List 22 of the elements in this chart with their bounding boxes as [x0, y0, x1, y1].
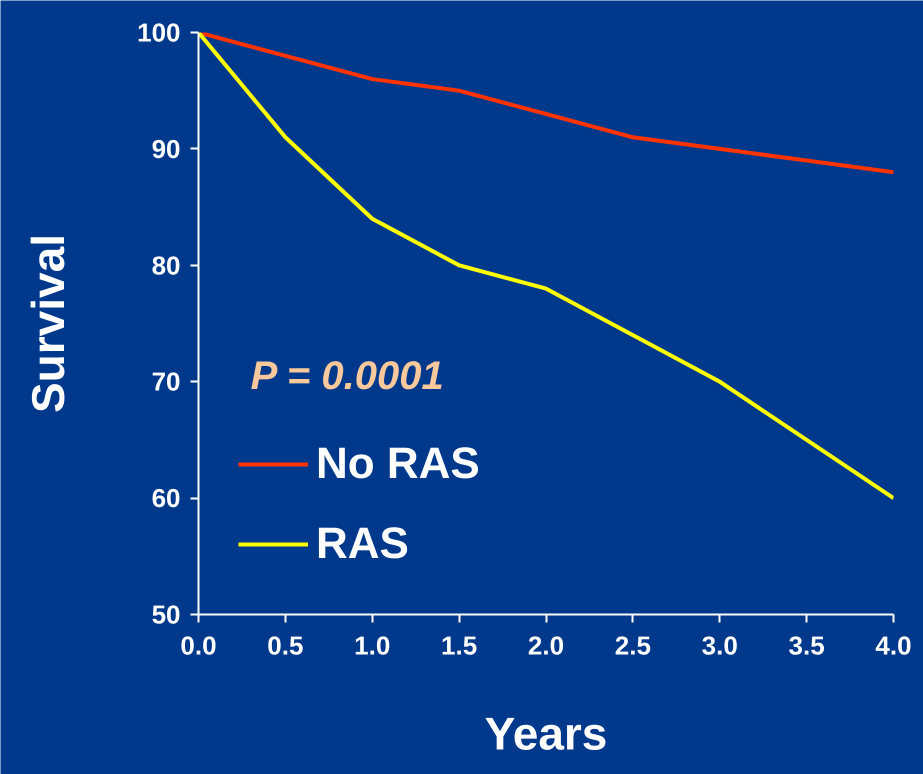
x-tick-label: 3.0 — [702, 630, 738, 660]
x-tick-label: 3.5 — [788, 630, 825, 660]
y-tick-label: 50 — [152, 600, 180, 630]
y-tick-label: 90 — [152, 134, 180, 164]
annotation: P = 0.0001 — [250, 354, 444, 398]
x-tick-label: 1.0 — [354, 630, 390, 660]
line-series — [198, 32, 894, 500]
x-tick-label: 0.5 — [267, 630, 304, 660]
x-tick-label: 2.5 — [614, 630, 651, 660]
x-tick-label: 0.0 — [180, 630, 217, 660]
y-axis-title: Survival — [22, 234, 74, 413]
x-tick-label: 1.5 — [441, 630, 478, 660]
line-series — [198, 32, 894, 174]
legend-label: No RAS — [316, 438, 480, 490]
x-tick-label: 2.0 — [528, 630, 564, 660]
y-tick-label: 70 — [152, 366, 180, 397]
y-tick-label: 100 — [137, 18, 181, 48]
legend-label: RAS — [316, 518, 409, 570]
y-tick-label: 80 — [152, 250, 180, 280]
y-tick-label: 60 — [152, 483, 180, 514]
x-tick-label: 4.0 — [875, 630, 912, 660]
x-axis-title: Years — [484, 708, 608, 760]
